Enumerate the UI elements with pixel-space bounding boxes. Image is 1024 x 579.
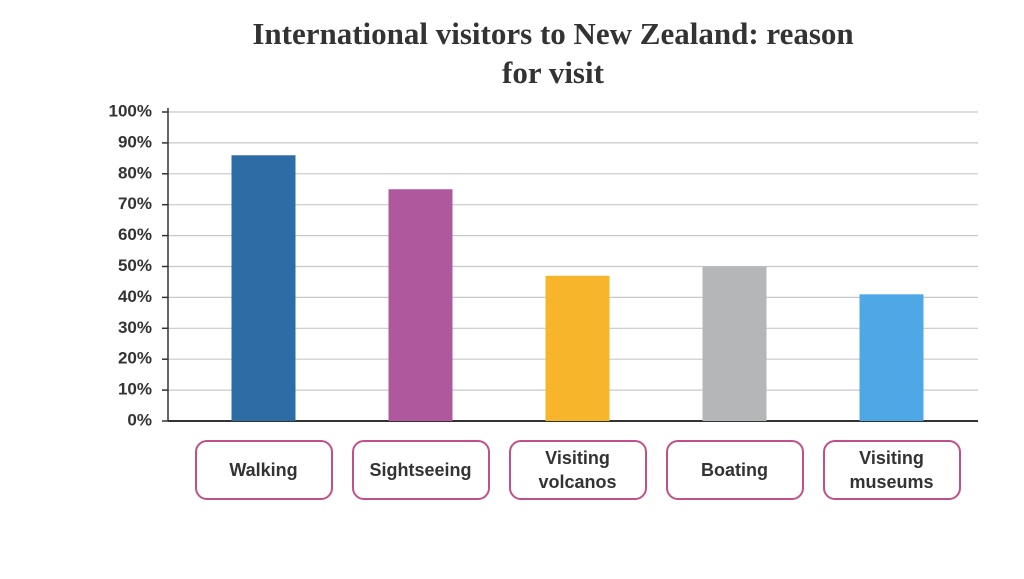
y-tick-label: 30%: [118, 318, 152, 337]
x-tick-label: Visiting volcanos: [508, 440, 647, 500]
y-tick-label: 50%: [118, 256, 152, 275]
bar: [231, 155, 296, 421]
bar: [859, 294, 924, 421]
chart-title: International visitors to New Zealand: r…: [252, 16, 854, 90]
bar: [702, 266, 767, 421]
y-tick-label: 40%: [118, 287, 152, 306]
x-tick-label: Boating: [665, 440, 804, 500]
bar: [545, 275, 610, 421]
x-tick-label: Walking: [194, 440, 333, 500]
y-tick-label: 60%: [118, 225, 152, 244]
y-tick-label: 70%: [118, 194, 152, 213]
x-tick-label: Sightseeing: [351, 440, 490, 500]
bar: [388, 189, 453, 421]
y-tick-label: 0%: [127, 410, 152, 429]
y-tick-label: 90%: [118, 132, 152, 151]
y-tick-label: 20%: [118, 349, 152, 368]
y-tick-label: 10%: [118, 380, 152, 399]
y-tick-label: 100%: [109, 101, 152, 120]
y-tick-label: 80%: [118, 163, 152, 182]
x-tick-label: Visiting museums: [822, 440, 961, 500]
